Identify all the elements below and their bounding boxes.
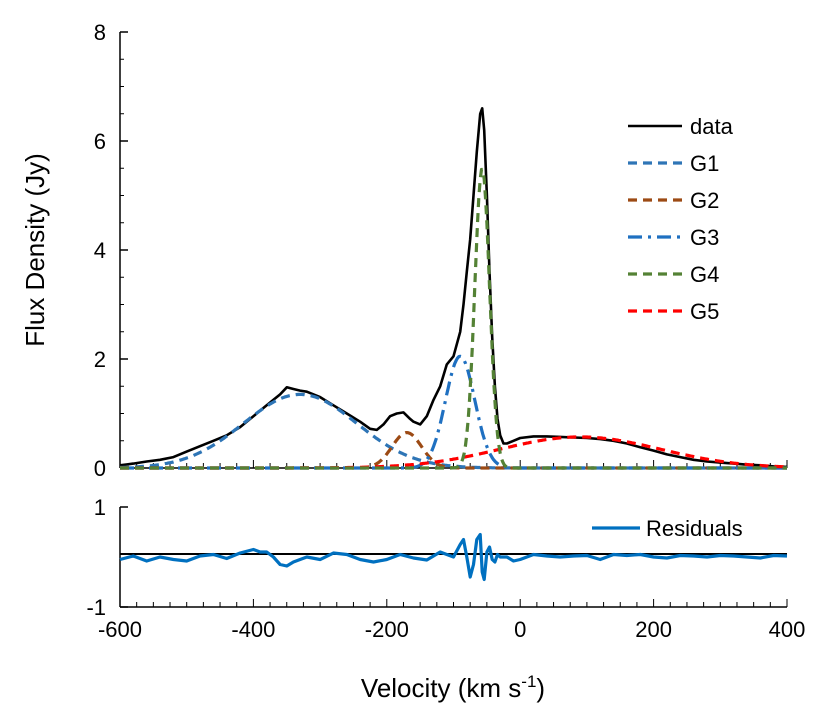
residuals-legend: Residuals — [592, 516, 743, 541]
series-g3-line — [119, 354, 788, 470]
legend-label-g2: G2 — [690, 188, 719, 213]
x-tick-label: 0 — [514, 617, 526, 642]
bottom-series — [119, 532, 788, 582]
y-tick-label: 4 — [94, 238, 106, 263]
legend: data G1 G2 G3 G4 G5 — [628, 114, 734, 324]
residual-y-tick-label: 1 — [94, 495, 106, 520]
legend-label-g3: G3 — [690, 225, 719, 250]
legend-label-residuals: Residuals — [646, 516, 743, 541]
legend-label-g4: G4 — [690, 262, 719, 287]
x-tick-label: -400 — [231, 617, 275, 642]
legend-label-data: data — [690, 114, 734, 139]
top-series — [119, 107, 788, 470]
y-axis-label: Flux Density (Jy) — [20, 153, 50, 347]
x-axis-label-suffix: ) — [536, 673, 545, 703]
y-tick-label: 2 — [94, 347, 106, 372]
y-tick-label: 6 — [94, 129, 106, 154]
x-tick-label: -200 — [365, 617, 409, 642]
bottom-ticks: 1 -1-600 -400 -200 0 200 400 — [86, 495, 805, 642]
legend-label-g5: G5 — [690, 299, 719, 324]
flux-panel: 0 2 4 6 8 data G1 G2 G3 G4 G5 — [94, 20, 788, 481]
residuals-panel: 1 -1-600 -400 -200 0 200 400 Residuals — [86, 495, 805, 642]
x-axis-label: Velocity (km s-1) — [361, 672, 545, 703]
x-tick-label: -600 — [98, 617, 142, 642]
series-data-line — [119, 107, 788, 469]
y-tick-label: 8 — [94, 20, 106, 45]
x-axis-label-superscript: -1 — [521, 672, 536, 691]
legend-label-g1: G1 — [690, 151, 719, 176]
series-residuals-line — [119, 532, 788, 582]
series-g1-line — [119, 392, 788, 470]
y-tick-label: 0 — [94, 456, 106, 481]
top-ticks: 0 2 4 6 8 — [94, 20, 788, 481]
x-tick-label: 200 — [635, 617, 672, 642]
residual-y-tick-label: -1 — [86, 595, 106, 620]
x-tick-label: 400 — [769, 617, 806, 642]
series-g4-line — [119, 167, 788, 470]
